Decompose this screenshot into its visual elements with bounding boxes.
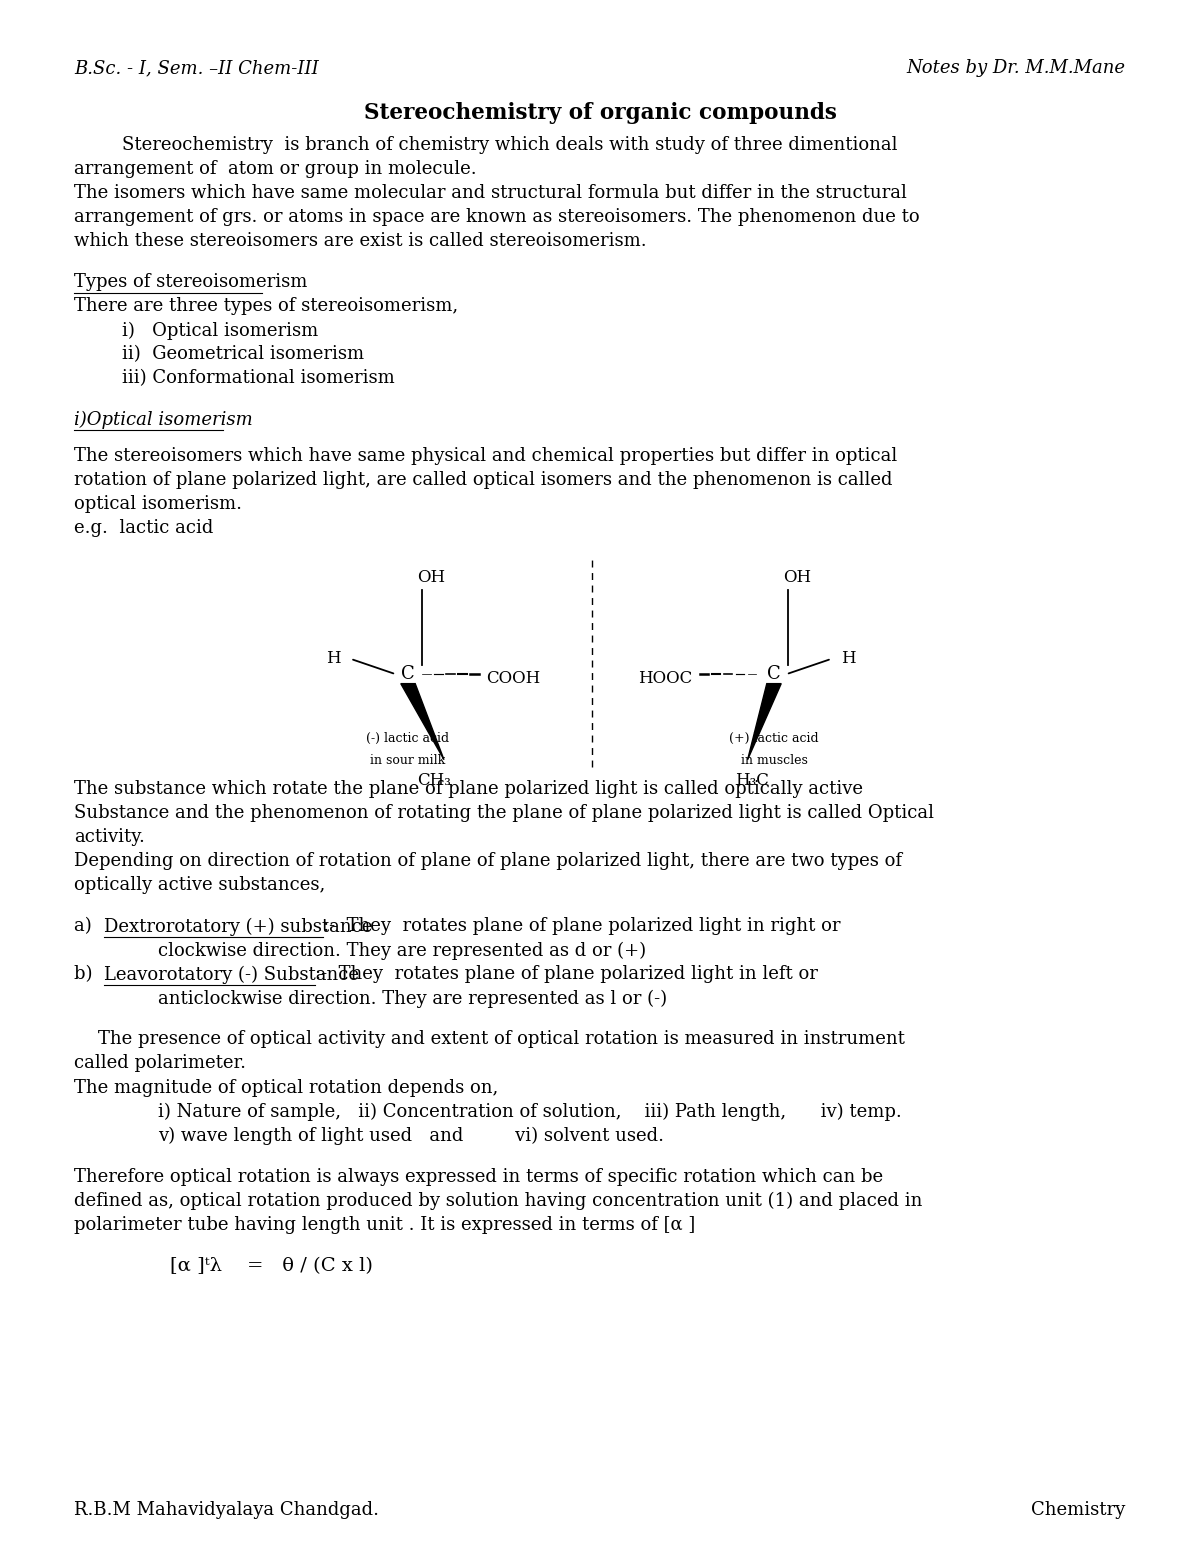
Text: CH₃: CH₃ bbox=[418, 772, 451, 789]
Text: :-  They  rotates plane of plane polarized light in right or: :- They rotates plane of plane polarized… bbox=[323, 918, 840, 935]
Text: Stereochemistry  is branch of chemistry which deals with study of three dimentio: Stereochemistry is branch of chemistry w… bbox=[122, 137, 898, 154]
Text: v) wave length of light used   and         vi) solvent used.: v) wave length of light used and vi) sol… bbox=[158, 1126, 665, 1145]
Text: arrangement of  atom or group in molecule.: arrangement of atom or group in molecule… bbox=[74, 160, 478, 179]
Text: HOOC: HOOC bbox=[638, 671, 692, 688]
Text: OH: OH bbox=[418, 568, 445, 585]
Text: Therefore optical rotation is always expressed in terms of specific rotation whi: Therefore optical rotation is always exp… bbox=[74, 1168, 883, 1185]
Text: optical isomerism.: optical isomerism. bbox=[74, 495, 242, 512]
Text: anticlockwise direction. They are represented as l or (-): anticlockwise direction. They are repres… bbox=[158, 989, 667, 1008]
Text: clockwise direction. They are represented as d or (+): clockwise direction. They are represente… bbox=[158, 941, 647, 960]
Text: C: C bbox=[767, 665, 781, 683]
Text: H: H bbox=[841, 651, 856, 668]
Text: R.B.M Mahavidyalaya Chandgad.: R.B.M Mahavidyalaya Chandgad. bbox=[74, 1500, 379, 1519]
Text: :-  They  rotates plane of plane polarized light in left or: :- They rotates plane of plane polarized… bbox=[314, 966, 818, 983]
Text: The magnitude of optical rotation depends on,: The magnitude of optical rotation depend… bbox=[74, 1078, 499, 1096]
Text: rotation of plane polarized light, are called optical isomers and the phenomenon: rotation of plane polarized light, are c… bbox=[74, 471, 893, 489]
Text: Types of stereoisomerism: Types of stereoisomerism bbox=[74, 273, 307, 292]
Text: which these stereoisomers are exist is called stereoisomerism.: which these stereoisomers are exist is c… bbox=[74, 233, 647, 250]
Text: [α ]ᵗλ    =   θ / (C x l): [α ]ᵗλ = θ / (C x l) bbox=[170, 1256, 373, 1275]
Text: Leavorotatory (-) Substance: Leavorotatory (-) Substance bbox=[104, 966, 360, 983]
Polygon shape bbox=[401, 683, 444, 759]
Text: arrangement of grs. or atoms in space are known as stereoisomers. The phenomenon: arrangement of grs. or atoms in space ar… bbox=[74, 208, 920, 227]
Text: b): b) bbox=[74, 966, 98, 983]
Text: i)   Optical isomerism: i) Optical isomerism bbox=[122, 321, 319, 340]
Text: The presence of optical activity and extent of optical rotation is measured in i: The presence of optical activity and ext… bbox=[98, 1030, 905, 1048]
Text: OH: OH bbox=[784, 568, 811, 585]
Text: B.Sc. - I, Sem. –II Chem-III: B.Sc. - I, Sem. –II Chem-III bbox=[74, 59, 319, 78]
Text: ii)  Geometrical isomerism: ii) Geometrical isomerism bbox=[122, 345, 365, 363]
Text: e.g.  lactic acid: e.g. lactic acid bbox=[74, 519, 214, 537]
Polygon shape bbox=[748, 683, 781, 759]
Text: Notes by Dr. M.M.Mane: Notes by Dr. M.M.Mane bbox=[907, 59, 1126, 78]
Text: defined as, optical rotation produced by solution having concentration unit (1) : defined as, optical rotation produced by… bbox=[74, 1191, 923, 1210]
Text: The substance which rotate the plane of plane polarized light is called opticall: The substance which rotate the plane of … bbox=[74, 780, 864, 798]
Text: activity.: activity. bbox=[74, 828, 145, 846]
Text: in muscles: in muscles bbox=[740, 753, 808, 767]
Text: The isomers which have same molecular and structural formula but differ in the s: The isomers which have same molecular an… bbox=[74, 185, 907, 202]
Text: Depending on direction of rotation of plane of plane polarized light, there are : Depending on direction of rotation of pl… bbox=[74, 853, 902, 870]
Text: called polarimeter.: called polarimeter. bbox=[74, 1054, 246, 1073]
Text: COOH: COOH bbox=[486, 671, 540, 688]
Text: Chemistry: Chemistry bbox=[1031, 1500, 1126, 1519]
Text: Substance and the phenomenon of rotating the plane of plane polarized light is c: Substance and the phenomenon of rotating… bbox=[74, 804, 935, 822]
Text: (-) lactic acid: (-) lactic acid bbox=[366, 731, 450, 745]
Text: a): a) bbox=[74, 918, 98, 935]
Text: Dextrorotatory (+) substance: Dextrorotatory (+) substance bbox=[104, 918, 373, 935]
Text: Stereochemistry of organic compounds: Stereochemistry of organic compounds bbox=[364, 102, 836, 124]
Text: C: C bbox=[401, 665, 415, 683]
Text: i)Optical isomerism: i)Optical isomerism bbox=[74, 410, 253, 429]
Text: H₃C: H₃C bbox=[736, 772, 769, 789]
Text: in sour milk: in sour milk bbox=[371, 753, 445, 767]
Text: optically active substances,: optically active substances, bbox=[74, 876, 325, 895]
Text: iii) Conformational isomerism: iii) Conformational isomerism bbox=[122, 370, 395, 388]
Text: polarimeter tube having length unit . It is expressed in terms of [α ]: polarimeter tube having length unit . It… bbox=[74, 1216, 696, 1233]
Text: The stereoisomers which have same physical and chemical properties but differ in: The stereoisomers which have same physic… bbox=[74, 447, 898, 464]
Text: i) Nature of sample,   ii) Concentration of solution,    iii) Path length,      : i) Nature of sample, ii) Concentration o… bbox=[158, 1103, 902, 1121]
Text: There are three types of stereoisomerism,: There are three types of stereoisomerism… bbox=[74, 297, 458, 315]
Text: H: H bbox=[326, 651, 341, 668]
Text: (+) lactic acid: (+) lactic acid bbox=[730, 731, 818, 745]
